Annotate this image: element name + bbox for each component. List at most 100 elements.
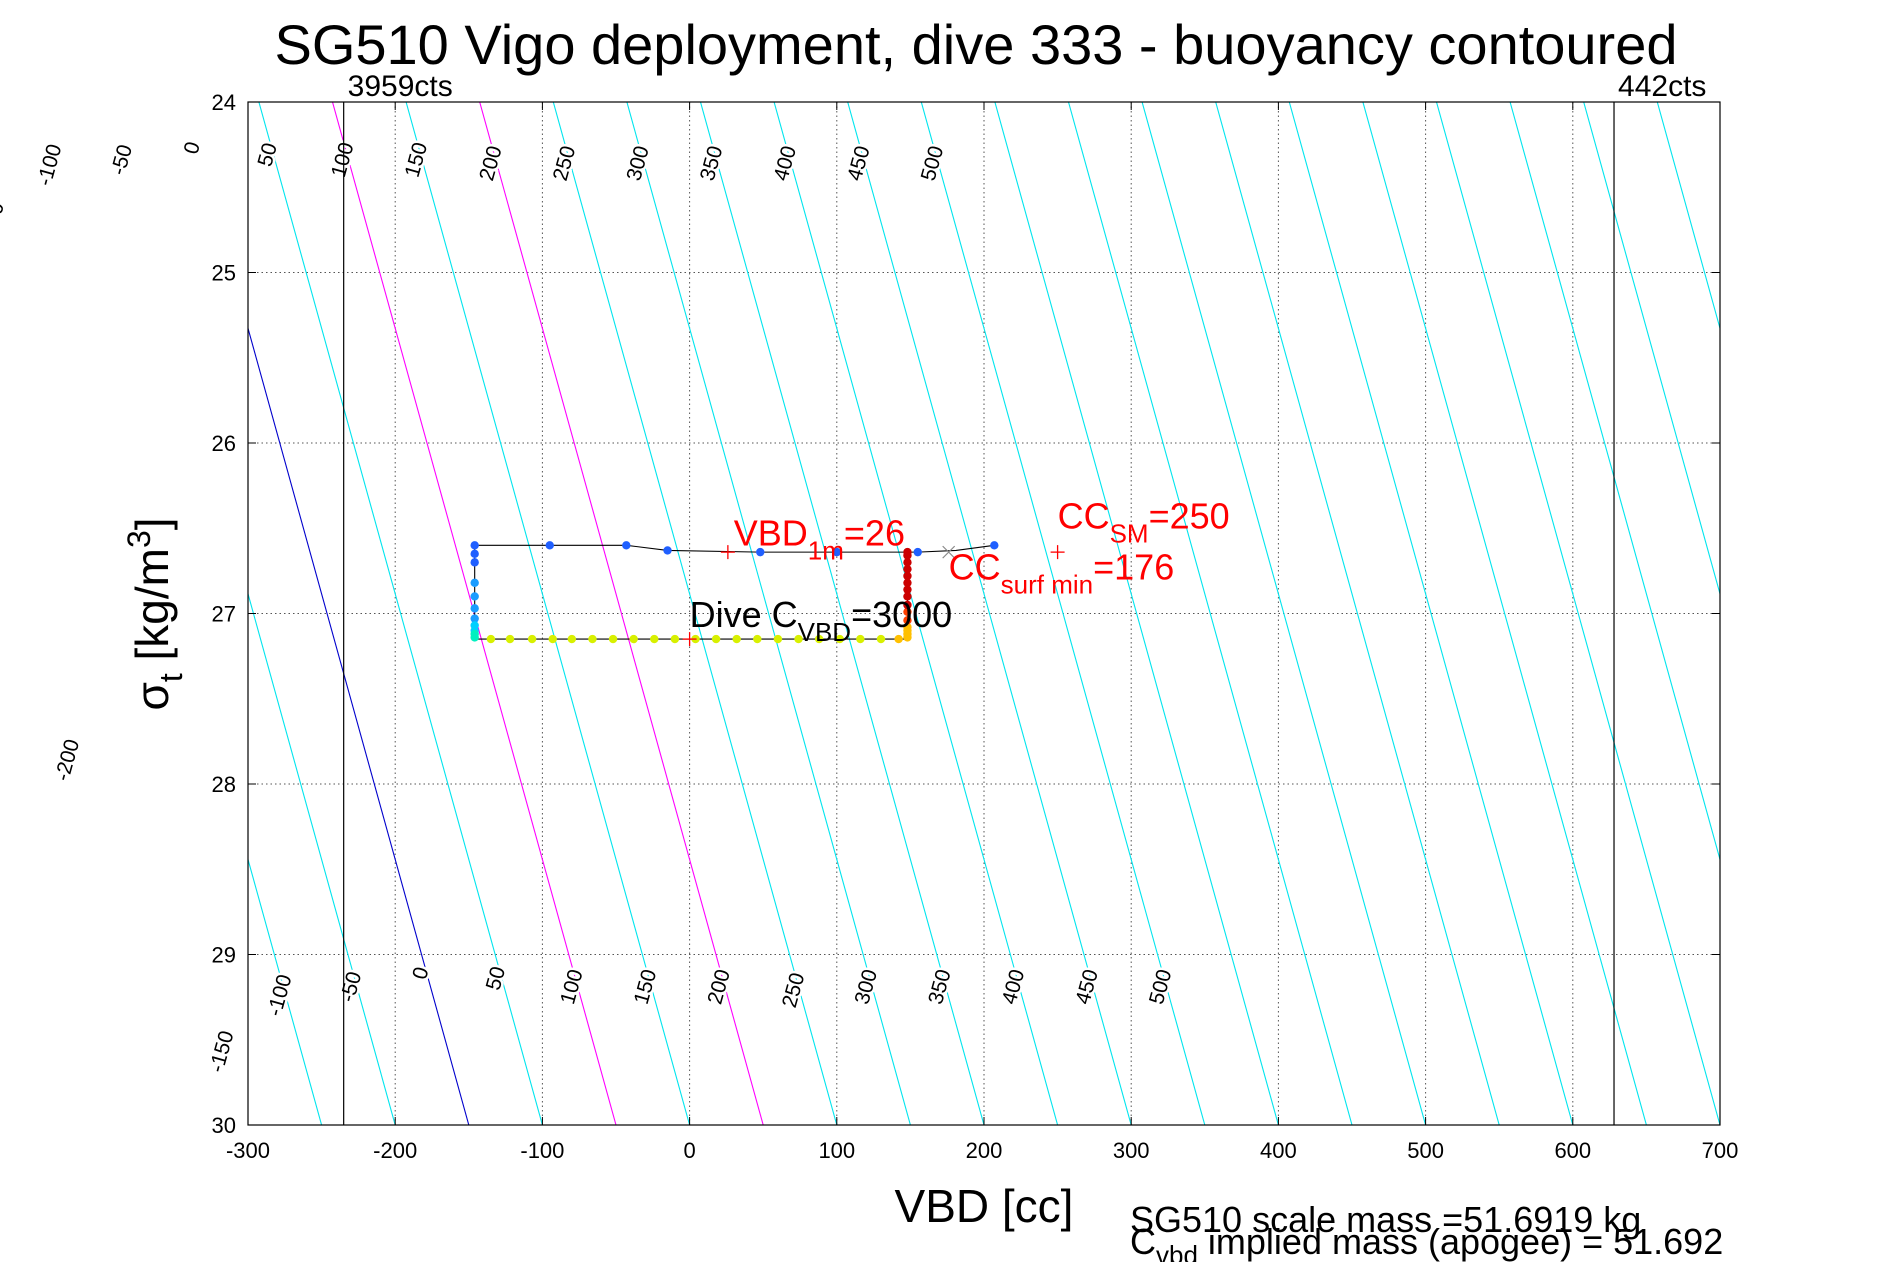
annotation-ccsurf: CCsurf min=176 xyxy=(949,546,1175,599)
data-point xyxy=(470,558,479,567)
x-tick-label: 300 xyxy=(1113,1138,1150,1163)
contour-line xyxy=(773,102,1059,1125)
x-tick-label: 0 xyxy=(683,1138,695,1163)
data-point xyxy=(903,592,912,601)
annotation-sub: 1m xyxy=(808,535,844,565)
annotation-ccsm: CCSM=250 xyxy=(1058,495,1230,548)
data-point xyxy=(608,634,618,644)
y-axis-label: σt [kg/m3] xyxy=(121,517,189,710)
data-point xyxy=(832,547,841,557)
data-point xyxy=(505,634,515,644)
annotation-main: VBD xyxy=(734,512,808,553)
data-point xyxy=(903,564,912,574)
annotation-value: =3000 xyxy=(851,594,952,635)
contour-label: -100 xyxy=(263,972,296,1019)
data-point xyxy=(773,634,783,644)
reference-crosses xyxy=(682,545,1065,647)
footer-implied-sub: vbd xyxy=(1156,1240,1198,1262)
data-point xyxy=(903,607,912,616)
contour-line xyxy=(1067,102,1353,1125)
footer-implied-rest: implied mass (apogee) = 51.692 xyxy=(1198,1221,1723,1262)
data-point xyxy=(903,558,912,567)
data-point xyxy=(470,592,479,601)
x-tick-label: -100 xyxy=(520,1138,564,1163)
y-axis-label-sub: t xyxy=(153,673,189,682)
x-axis-label: VBD [cc] xyxy=(895,1180,1074,1232)
x-tick-label: 600 xyxy=(1554,1138,1591,1163)
annotation-main: Dive C xyxy=(690,594,798,635)
data-point xyxy=(470,578,479,588)
data-point xyxy=(903,571,912,581)
data-point xyxy=(670,634,680,644)
data-point xyxy=(990,541,999,550)
data-point xyxy=(756,547,765,557)
data-point xyxy=(629,634,638,644)
x-tick-label: -300 xyxy=(226,1138,270,1163)
data-points xyxy=(470,541,999,644)
chart-title: SG510 Vigo deployment, dive 333 - buoyan… xyxy=(274,13,1677,76)
data-point xyxy=(913,547,922,557)
data-point xyxy=(622,541,631,550)
y-tick-label: 25 xyxy=(212,261,236,286)
contour-line xyxy=(1656,102,1720,331)
contour-line xyxy=(1141,102,1427,1125)
data-point xyxy=(903,622,912,632)
y-tick-label: 30 xyxy=(212,1113,236,1138)
annotation-sub: SM xyxy=(1110,518,1149,548)
y-tick-label: 26 xyxy=(212,431,236,456)
y-tick-label: 28 xyxy=(212,772,236,797)
data-point xyxy=(856,634,865,644)
contour-line xyxy=(699,102,985,1125)
buoyancy-contours xyxy=(248,102,1720,1125)
contour-line xyxy=(1583,102,1720,596)
contour-line xyxy=(1435,102,1720,1125)
data-point xyxy=(470,614,479,623)
contour-line xyxy=(847,102,1132,1125)
svg-text:σt [kg/m3]: σt [kg/m3] xyxy=(121,517,189,710)
data-point xyxy=(470,604,479,613)
y-tick-label: 27 xyxy=(212,602,236,627)
highlight-contour-line xyxy=(479,102,764,1125)
data-point xyxy=(650,634,659,644)
y-tick-label: 24 xyxy=(212,90,236,115)
y-axis-label-sup: 3 xyxy=(121,530,157,548)
data-point xyxy=(903,578,912,588)
data-point xyxy=(876,634,886,644)
data-point xyxy=(567,634,577,644)
annotation-vbd1m: VBD1m=26 xyxy=(734,512,905,565)
annotation-sub: surf min xyxy=(1001,569,1093,599)
count-marker-label: 442cts xyxy=(1618,70,1706,103)
contour-line xyxy=(994,102,1279,1125)
y-axis-label-units: [kg/m xyxy=(126,548,178,673)
data-point xyxy=(903,585,912,594)
data-point xyxy=(588,634,597,644)
contour-line xyxy=(1362,102,1647,1125)
annotation-main: CC xyxy=(1058,495,1110,536)
x-axis-ticks: -300 -200 -100 0 100 200 300 400 500 600 700 xyxy=(226,102,1738,1163)
contour-line xyxy=(552,102,838,1125)
gray-cross-marker xyxy=(942,545,956,559)
y-axis-ticks: 24 25 26 27 28 29 30 xyxy=(212,90,1720,1138)
data-point xyxy=(903,600,912,610)
contour-line xyxy=(258,102,543,1125)
y-axis-label-close: ] xyxy=(126,517,178,530)
zero-contour-line xyxy=(248,326,470,1125)
x-tick-label: 100 xyxy=(818,1138,855,1163)
count-marker-label: 3959cts xyxy=(348,70,453,103)
data-point xyxy=(814,634,824,644)
data-point xyxy=(753,634,762,644)
data-point xyxy=(527,634,537,644)
data-point xyxy=(903,616,912,625)
data-point xyxy=(732,634,741,644)
contour-line xyxy=(1288,102,1574,1125)
data-point xyxy=(486,634,496,644)
data-point xyxy=(470,541,479,550)
data-point xyxy=(548,634,557,644)
annotation-value: =250 xyxy=(1149,495,1230,536)
contour-line xyxy=(626,102,911,1125)
data-point xyxy=(470,549,479,559)
data-point xyxy=(663,546,672,555)
footer-implied-main: C xyxy=(1130,1221,1156,1262)
